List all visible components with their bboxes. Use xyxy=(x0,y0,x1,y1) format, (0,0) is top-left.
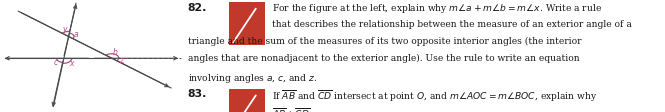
FancyBboxPatch shape xyxy=(229,89,265,112)
Text: 82.: 82. xyxy=(188,3,207,13)
Text: that describes the relationship between the measure of an exterior angle of a: that describes the relationship between … xyxy=(272,20,632,29)
Text: y: y xyxy=(62,25,66,34)
Text: b: b xyxy=(112,48,118,57)
Text: If $\overline{AB}$ and $\overline{CD}$ intersect at point $O$, and $m\angle AOC : If $\overline{AB}$ and $\overline{CD}$ i… xyxy=(272,89,597,104)
Text: $\overline{AB} \perp \overline{CD}$.: $\overline{AB} \perp \overline{CD}$. xyxy=(272,106,313,112)
Text: z: z xyxy=(119,56,123,65)
Text: 83.: 83. xyxy=(188,89,207,99)
Text: For the figure at the left, explain why $m\angle a + m\angle b = m\angle x$. Wri: For the figure at the left, explain why … xyxy=(272,2,602,15)
Text: triangle and the sum of the measures of its two opposite interior angles (the in: triangle and the sum of the measures of … xyxy=(188,37,581,46)
Text: involving angles $a$, $c$, and $z$.: involving angles $a$, $c$, and $z$. xyxy=(188,72,317,85)
Text: x: x xyxy=(69,59,74,68)
Text: a: a xyxy=(74,30,78,39)
FancyBboxPatch shape xyxy=(229,2,265,45)
Text: angles that are nonadjacent to the exterior angle). Use the rule to write an equ: angles that are nonadjacent to the exter… xyxy=(188,54,579,63)
Text: c: c xyxy=(54,58,58,67)
